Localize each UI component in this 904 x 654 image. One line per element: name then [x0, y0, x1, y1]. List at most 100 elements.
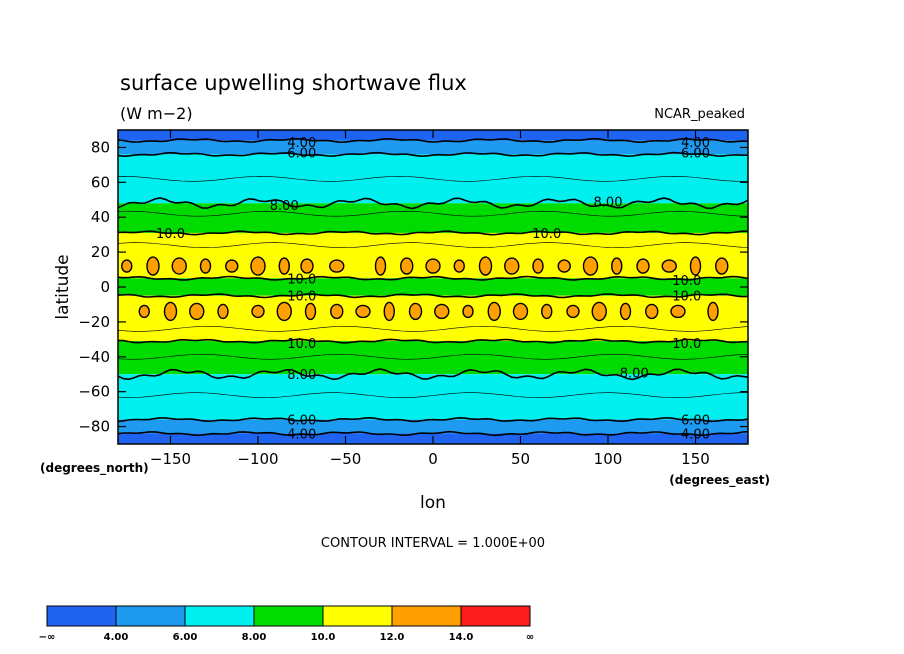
maximum-north-10	[400, 257, 414, 275]
maximum-north-1	[146, 256, 160, 276]
maximum-north-18	[611, 257, 623, 275]
maximum-south-8	[355, 304, 371, 319]
contour-line-6	[117, 293, 749, 299]
colorbar-swatch-6	[460, 605, 531, 627]
chart-title: surface upwelling shortwave flux	[120, 71, 467, 95]
x-axis: −150 −100 −50 0 50 100 150	[150, 130, 710, 468]
maximum-south-1	[163, 301, 178, 322]
maximum-north-22	[715, 257, 729, 275]
maximum-north-7	[300, 258, 314, 274]
maximum-south-3	[217, 303, 229, 320]
maximum-south-10	[408, 302, 423, 321]
y-tick-label-1: 60	[91, 173, 110, 191]
colorbar-label-6: 14.0	[449, 632, 474, 643]
contour-label-15: 8.00	[620, 366, 649, 381]
maximum-north-8	[329, 259, 345, 273]
maximum-north-19	[636, 258, 650, 274]
chart-units: (W m−2)	[120, 104, 193, 123]
maximum-south-20	[670, 304, 686, 319]
contour-line-1	[117, 137, 749, 144]
maximum-north-2	[171, 257, 187, 275]
maximum-south-6	[304, 302, 317, 321]
maximum-south-21	[707, 301, 719, 322]
maximum-north-6	[278, 257, 290, 275]
x-axis-label: lon	[420, 493, 446, 513]
contour-label-17: 6.00	[681, 414, 710, 429]
contour-label-9: 10.0	[287, 290, 316, 305]
band-5	[118, 278, 748, 296]
colorbar-swatch-3	[253, 605, 324, 627]
contour-line-4	[117, 230, 749, 236]
maximum-north-14	[504, 257, 520, 275]
contour-line-10	[117, 430, 749, 437]
contour-interval-text: CONTOUR INTERVAL = 1.000E+00	[321, 536, 545, 551]
contour-line-minor-5	[117, 326, 749, 332]
y-axis-label: latitude	[53, 254, 73, 319]
y-tick-label-7: −60	[78, 383, 110, 401]
maximum-south-17	[591, 301, 607, 322]
maximum-north-20	[661, 259, 677, 273]
maximum-north-13	[478, 256, 493, 276]
x-tick-label-5: 100	[594, 450, 623, 468]
contour-line-3	[117, 197, 749, 210]
maximum-south-19	[645, 303, 659, 320]
contour-line-minor-2	[117, 210, 749, 217]
contour-label-16: 6.00	[287, 414, 316, 429]
contour-lines	[117, 137, 749, 437]
y-tick-label-0: 80	[91, 138, 110, 156]
colorbar-swatch-5	[391, 605, 462, 627]
contour-line-minor-1	[117, 392, 748, 399]
colorbar-label-2: 6.00	[173, 632, 198, 643]
colorbar-label-0: −∞	[39, 632, 56, 643]
contour-line-8	[117, 368, 749, 381]
maximum-south-16	[566, 304, 580, 319]
contour-label-18: 4.00	[287, 428, 316, 443]
dataset-label: NCAR_peaked	[654, 107, 745, 122]
contour-label-6: 10.0	[156, 227, 185, 242]
maximum-south-13	[487, 301, 501, 322]
colorbar-swatch-4	[322, 605, 393, 627]
maximum-south-14	[512, 302, 529, 321]
x-tick-label-2: −50	[330, 450, 362, 468]
colorbar-swatch-1	[115, 605, 186, 627]
contour-label-3: 6.00	[681, 147, 710, 162]
maximum-south-15	[541, 303, 553, 320]
maximum-north-12	[453, 259, 465, 273]
contour-line-9	[117, 416, 749, 423]
contour-label-10: 10.0	[672, 274, 701, 289]
contour-label-13: 10.0	[672, 337, 701, 352]
contour-line-7	[117, 338, 749, 344]
band-8	[118, 374, 748, 420]
contour-line-minor-3	[117, 354, 749, 360]
x-units: (degrees_east)	[669, 473, 770, 488]
maximum-south-12	[462, 304, 474, 319]
x-tick-label-4: 50	[511, 450, 530, 468]
colorbar-label-4: 10.0	[311, 632, 336, 643]
contour-label-7: 10.0	[532, 227, 561, 242]
maximum-south-0	[138, 304, 150, 319]
maximum-south-7	[330, 303, 344, 320]
maximum-south-2	[189, 302, 205, 321]
y-axis: 80 60 40 20 0 −20 −40 −60 −80	[78, 138, 748, 436]
y-tick-label-5: −20	[78, 313, 110, 331]
y-tick-label-3: 20	[91, 243, 110, 261]
contour-line-5	[117, 275, 749, 281]
colorbar-swatch-0	[46, 605, 117, 627]
contour-label-11: 10.0	[672, 290, 701, 305]
contour-line-minor-4	[117, 242, 749, 248]
maximum-north-9	[374, 256, 387, 276]
y-units: (degrees_north)	[40, 461, 149, 476]
maximum-north-16	[557, 259, 571, 273]
colorbar-label-3: 8.00	[242, 632, 267, 643]
maximum-south-18	[619, 302, 632, 321]
colorbar: −∞ 4.00 6.00 8.00 10.0 12.0 14.0 ∞	[39, 605, 534, 643]
contour-label-12: 10.0	[287, 337, 316, 352]
x-tick-label-0: −150	[150, 450, 191, 468]
local-maxima	[121, 256, 729, 322]
maximum-north-17	[582, 256, 599, 276]
plot-area	[118, 130, 748, 444]
x-tick-label-1: −100	[237, 450, 278, 468]
maximum-north-4	[225, 259, 239, 273]
contour-label-1: 4.00	[681, 136, 710, 151]
